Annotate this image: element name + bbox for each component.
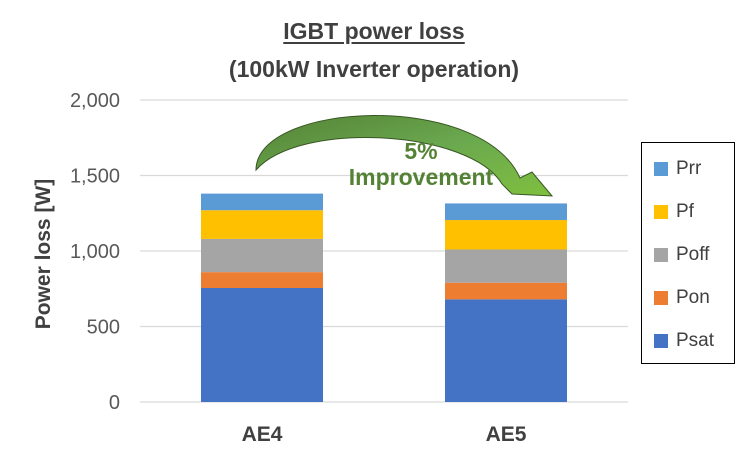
- legend: Prr Pf Poff Pon Psat: [641, 142, 735, 364]
- legend-item-poff: Poff: [654, 243, 709, 267]
- bar-segment-psat-ae4: [201, 287, 323, 402]
- y-axis-ticks: 0 500 1,000 1,500 2,000: [70, 90, 120, 414]
- legend-label: Pf: [676, 201, 694, 222]
- bar-segment-poff-ae5: [445, 249, 567, 283]
- x-tick-label: AE4: [242, 423, 283, 446]
- legend-label: Pon: [676, 287, 710, 308]
- annotation-percent: 5%: [404, 138, 438, 164]
- y-axis-label: Power loss [W]: [32, 178, 55, 330]
- chart-title: IGBT power loss: [283, 18, 465, 44]
- legend-item-prr: Prr: [654, 157, 701, 181]
- legend-item-psat: Psat: [654, 329, 714, 353]
- chart-subtitle: (100kW Inverter operation): [228, 56, 520, 82]
- y-tick-label: 500: [87, 317, 120, 339]
- legend-swatch: [654, 291, 668, 305]
- legend-label: Prr: [676, 158, 702, 179]
- y-tick-label: 1,000: [70, 241, 120, 263]
- improvement-arrow: [255, 115, 554, 197]
- x-axis-ticks: AE4 AE5: [242, 423, 527, 446]
- y-tick-label: 1,500: [70, 166, 120, 188]
- bar-segment-psat-ae5: [445, 299, 567, 402]
- legend-item-pon: Pon: [654, 286, 710, 310]
- x-tick-label: AE5: [486, 423, 527, 446]
- bar-segment-pf-ae5: [445, 220, 567, 250]
- y-tick-label: 2,000: [70, 90, 120, 112]
- bar-segment-pf-ae4: [201, 210, 323, 239]
- annotation-text: Improvement: [348, 164, 494, 190]
- legend-label: Psat: [676, 330, 715, 351]
- bar-segment-pon-ae5: [445, 282, 567, 300]
- bar-segment-poff-ae4: [201, 238, 323, 273]
- legend-swatch: [654, 334, 668, 348]
- legend-swatch: [654, 162, 668, 176]
- bar-segment-prr-ae5: [445, 203, 567, 221]
- y-tick-label: 0: [109, 392, 120, 414]
- legend-label: Poff: [676, 244, 710, 265]
- bar-segment-pon-ae4: [201, 272, 323, 288]
- legend-swatch: [654, 205, 668, 219]
- legend-swatch: [654, 248, 668, 262]
- bars: [201, 193, 567, 402]
- bar-segment-prr-ae4: [201, 193, 323, 211]
- legend-item-pf: Pf: [654, 200, 694, 224]
